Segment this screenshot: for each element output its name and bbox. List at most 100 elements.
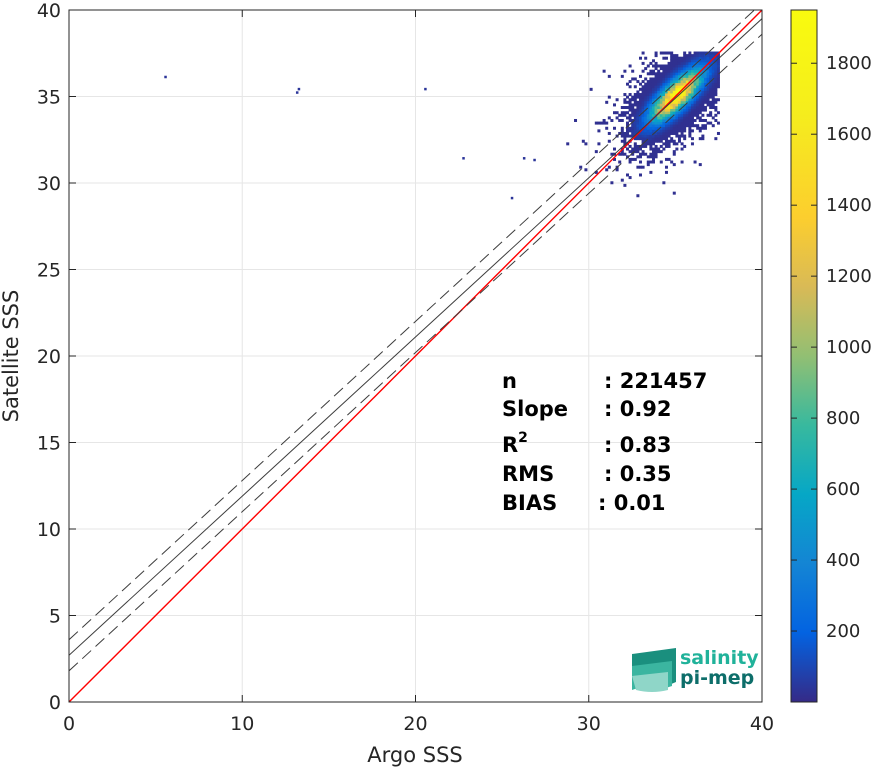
colorbar-tick-label: 600	[826, 479, 860, 500]
density-cell	[672, 90, 676, 94]
density-cell	[651, 134, 655, 138]
density-cell	[657, 93, 661, 97]
density-cell	[654, 126, 658, 130]
density-cell	[657, 139, 661, 143]
density-cell	[683, 82, 687, 86]
density-cell	[667, 61, 671, 65]
density-cell	[633, 147, 637, 151]
density-cell	[654, 87, 658, 91]
outlier-point	[462, 157, 465, 160]
density-cell	[693, 59, 697, 63]
density-cell	[610, 118, 614, 122]
density-cell	[672, 74, 676, 78]
density-cell	[633, 103, 637, 107]
density-cell	[670, 103, 674, 107]
density-cell	[680, 121, 684, 125]
density-cell	[667, 144, 671, 148]
density-cell	[625, 121, 629, 125]
density-cell	[633, 142, 637, 146]
density-cell	[672, 111, 676, 115]
density-cell	[690, 137, 694, 141]
density-cell	[690, 129, 694, 133]
density-cell	[613, 147, 617, 151]
density-cell	[651, 93, 655, 97]
density-cell	[654, 147, 658, 151]
density-cell	[690, 80, 694, 84]
density-cell	[631, 113, 635, 117]
density-cell	[711, 93, 715, 97]
density-cell	[667, 64, 671, 68]
density-cell	[670, 80, 674, 84]
density-cell	[667, 98, 671, 102]
density-cell	[625, 129, 629, 133]
density-cell	[654, 139, 658, 143]
density-cell	[711, 67, 715, 71]
density-cell	[696, 69, 700, 73]
density-cell	[651, 160, 655, 164]
density-cell	[675, 142, 679, 146]
density-cell	[628, 129, 632, 133]
density-cell	[675, 106, 679, 110]
density-cell	[628, 106, 632, 110]
logo-text-pimep: pi-mep	[680, 667, 754, 689]
density-cell	[631, 129, 635, 133]
density-cell	[620, 152, 624, 156]
density-cell	[651, 72, 655, 76]
density-cell	[641, 131, 645, 135]
density-cell	[670, 108, 674, 112]
density-cell	[631, 118, 635, 122]
density-cell	[688, 69, 692, 73]
density-cell	[638, 134, 642, 138]
density-cell	[662, 72, 666, 76]
density-cell	[662, 100, 666, 104]
density-cell	[641, 121, 645, 125]
density-cell	[623, 152, 627, 156]
density-cell	[709, 103, 713, 107]
colorbar-tick-label: 1400	[826, 195, 872, 216]
density-cell	[672, 126, 676, 130]
density-cell	[633, 98, 637, 102]
density-cell	[636, 108, 640, 112]
density-cell	[657, 126, 661, 130]
density-cell	[646, 111, 650, 115]
density-cell	[698, 64, 702, 68]
density-cell	[667, 74, 671, 78]
density-cell	[688, 129, 692, 133]
density-cell	[690, 113, 694, 117]
density-cell	[636, 129, 640, 133]
density-cell	[662, 95, 666, 99]
density-cell	[638, 160, 642, 164]
density-cell	[644, 85, 648, 89]
density-cell	[696, 82, 700, 86]
density-cell	[675, 85, 679, 89]
density-cell	[651, 59, 655, 63]
density-cell	[664, 118, 668, 122]
density-cell	[638, 98, 642, 102]
density-cell	[690, 59, 694, 63]
density-cell	[636, 147, 640, 151]
density-cell	[683, 116, 687, 120]
density-cell	[680, 59, 684, 63]
density-cell	[714, 74, 718, 78]
density-cell	[693, 69, 697, 73]
density-cell	[659, 111, 663, 115]
density-cell	[714, 87, 718, 91]
density-cell	[602, 69, 606, 73]
density-cell	[690, 98, 694, 102]
density-cell	[646, 80, 650, 84]
y-tick-label: 5	[49, 606, 61, 628]
density-cell	[638, 74, 642, 78]
density-cell	[706, 64, 710, 68]
density-cell	[693, 64, 697, 68]
density-cell	[688, 87, 692, 91]
density-cell	[654, 152, 658, 156]
density-cell	[649, 131, 653, 135]
density-cell	[667, 131, 671, 135]
density-cell	[633, 129, 637, 133]
stat-value: : 0.92	[604, 397, 672, 421]
density-cell	[667, 121, 671, 125]
density-cell	[672, 87, 676, 91]
density-cell	[646, 98, 650, 102]
density-cell	[685, 103, 689, 107]
density-cell	[667, 106, 671, 110]
